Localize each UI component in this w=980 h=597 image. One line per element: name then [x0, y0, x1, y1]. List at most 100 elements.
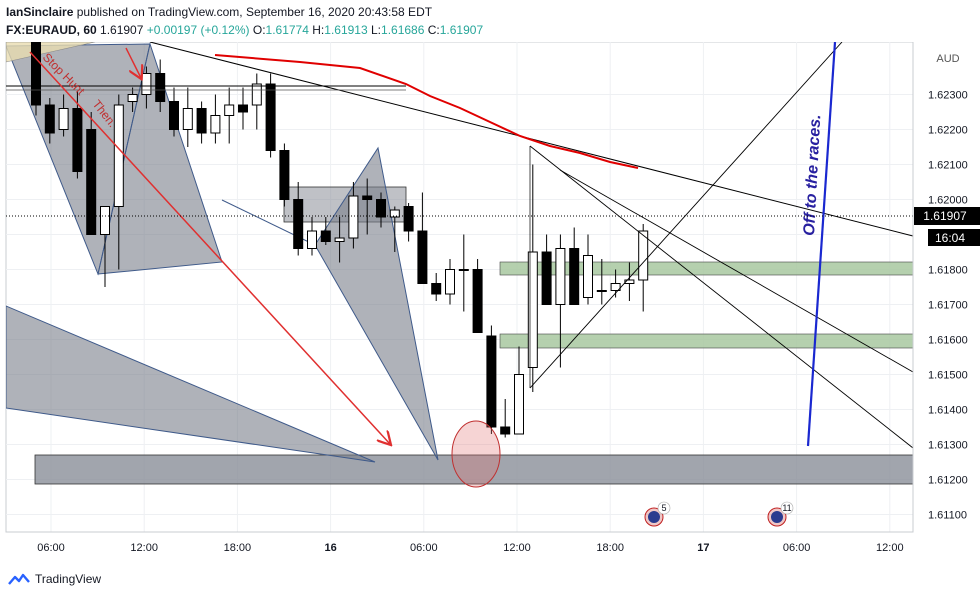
- candle[interactable]: [431, 273, 442, 301]
- tradingview-logo[interactable]: TradingView: [8, 572, 101, 586]
- candle[interactable]: [86, 112, 97, 235]
- candle[interactable]: [196, 101, 207, 144]
- moving-average-line[interactable]: [214, 54, 639, 169]
- candle-body: [376, 199, 386, 218]
- candle[interactable]: [486, 325, 497, 435]
- last-price: 1.61907: [100, 23, 144, 37]
- demand-zone-lower[interactable]: [499, 333, 913, 349]
- harmonic-pattern-tail[interactable]: [6, 305, 376, 463]
- symbol-label[interactable]: FX:EURAUD, 60: [6, 23, 97, 37]
- candle[interactable]: [279, 143, 290, 207]
- candle[interactable]: [44, 98, 55, 144]
- candle[interactable]: [265, 73, 276, 158]
- x-tick-label: 06:00: [37, 542, 65, 554]
- candle-body: [348, 195, 359, 239]
- publisher-name[interactable]: IanSinclaire: [6, 5, 74, 19]
- candle[interactable]: [514, 346, 524, 435]
- corner-zone: [6, 42, 96, 63]
- y-tick-label: 1.61200: [928, 475, 968, 487]
- candle-body: [458, 269, 469, 271]
- candle[interactable]: [348, 182, 359, 249]
- price-axis[interactable]: AUD 1.623001.622001.621001.620001.619001…: [912, 42, 980, 532]
- candle[interactable]: [31, 25, 41, 116]
- stop-hunt-ellipse[interactable]: [451, 420, 501, 488]
- candle[interactable]: [127, 87, 138, 113]
- close-label: C:: [427, 23, 440, 37]
- blue-projection-line[interactable]: [806, 42, 837, 447]
- harmonic-pattern-right[interactable]: [314, 146, 439, 461]
- candle[interactable]: [376, 192, 386, 228]
- candle-body: [445, 269, 455, 295]
- candle[interactable]: [624, 262, 635, 302]
- candle[interactable]: [569, 227, 580, 305]
- candle[interactable]: [320, 217, 331, 245]
- candle-body: [58, 108, 69, 130]
- currency-label: AUD: [936, 53, 959, 65]
- candle[interactable]: [169, 87, 179, 137]
- candle-body: [251, 83, 262, 106]
- high-value: 1.61913: [324, 23, 368, 37]
- candle[interactable]: [182, 87, 193, 148]
- candle[interactable]: [527, 164, 538, 393]
- low-value: 1.61686: [381, 23, 425, 37]
- ascending-trendline[interactable]: [529, 42, 843, 389]
- candle[interactable]: [141, 66, 152, 109]
- candle[interactable]: [500, 399, 511, 438]
- candle[interactable]: [445, 259, 455, 305]
- candle[interactable]: [293, 182, 304, 256]
- candle-body: [486, 335, 497, 428]
- descending-trendline[interactable]: [529, 145, 913, 449]
- candle-body: [638, 230, 649, 281]
- last-price-tag: [914, 207, 980, 225]
- time-axis[interactable]: 06:00 12:00 18:00 16 06:00 12:00 18:00 17 06:00 1…: [6, 531, 913, 566]
- candle-body: [224, 104, 235, 116]
- tradingview-logo-icon: [8, 573, 30, 585]
- candle-body: [279, 150, 290, 200]
- price-chart[interactable]: Off to the races. Stop Hunt Then. 5 11 A…: [0, 0, 980, 566]
- candle[interactable]: [210, 94, 221, 144]
- stop-hunt-arrow[interactable]: [29, 51, 390, 444]
- economic-event-marker[interactable]: 5: [644, 501, 671, 527]
- candle[interactable]: [113, 94, 124, 270]
- economic-event-marker[interactable]: 11: [767, 501, 794, 527]
- candle[interactable]: [458, 234, 469, 312]
- candle[interactable]: [472, 259, 483, 333]
- candle[interactable]: [58, 94, 69, 137]
- candle[interactable]: [417, 192, 428, 284]
- candle[interactable]: [72, 91, 83, 179]
- svg-text:11: 11: [782, 503, 791, 513]
- candle[interactable]: [541, 234, 552, 305]
- candle-body: [44, 104, 55, 134]
- candle-body: [389, 209, 400, 218]
- small-arrow[interactable]: [125, 47, 141, 78]
- x-tick-label: 06:00: [410, 542, 438, 554]
- candle-body: [569, 248, 580, 305]
- x-tick-label: 06:00: [783, 542, 811, 554]
- descending-trendline-2[interactable]: [559, 169, 913, 373]
- candle-body: [127, 94, 138, 102]
- support-zone[interactable]: [34, 454, 913, 485]
- candle[interactable]: [307, 217, 317, 256]
- candle[interactable]: [238, 87, 248, 130]
- demand-zone-upper[interactable]: [499, 261, 913, 276]
- candle[interactable]: [389, 206, 400, 253]
- candle[interactable]: [638, 224, 649, 312]
- candle[interactable]: [555, 234, 566, 368]
- countdown-tag: [928, 229, 980, 246]
- candle[interactable]: [334, 217, 345, 263]
- candle[interactable]: [224, 87, 235, 144]
- off-to-races-label[interactable]: Off to the races.: [801, 114, 824, 236]
- candle-body: [596, 290, 607, 292]
- candle[interactable]: [596, 259, 607, 305]
- candle[interactable]: [362, 178, 373, 235]
- candle[interactable]: [251, 73, 262, 130]
- candle[interactable]: [583, 234, 593, 305]
- candle-body: [541, 251, 552, 305]
- candle[interactable]: [403, 203, 414, 242]
- candle-body: [141, 73, 152, 95]
- footer: TradingView: [0, 566, 980, 597]
- candle-body: [238, 104, 248, 113]
- y-tick-label: 1.62100: [928, 160, 968, 172]
- candle[interactable]: [100, 206, 110, 288]
- x-tick-label: 18:00: [596, 542, 624, 554]
